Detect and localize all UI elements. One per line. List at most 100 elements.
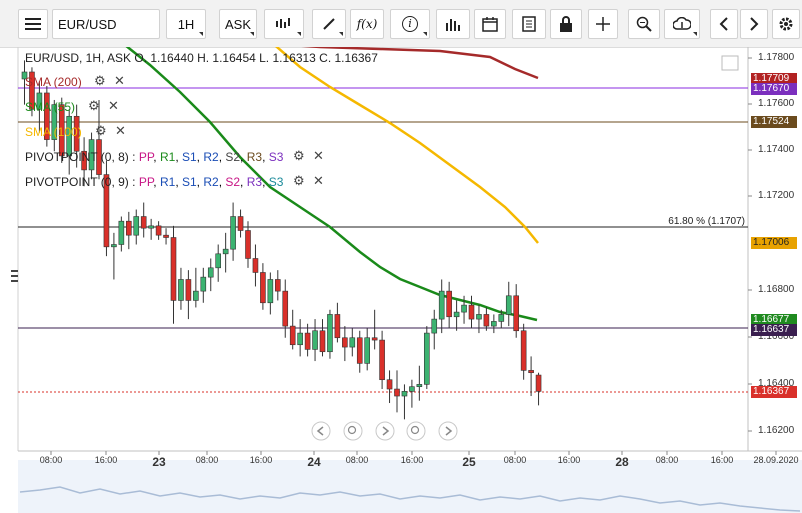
candle [267, 272, 274, 315]
gear-icon[interactable]: ⚙ [293, 148, 305, 163]
candle [140, 202, 147, 238]
panel-resize-handle[interactable] [11, 270, 18, 284]
volume-button[interactable] [436, 9, 470, 39]
candle [446, 281, 452, 329]
candlestick-icon [276, 18, 290, 28]
candle [423, 326, 430, 390]
price-axis-label: 1.16800 [758, 284, 795, 295]
zoom-button[interactable] [628, 9, 660, 39]
zoom-in-button[interactable] [406, 421, 426, 441]
cloud-upload-button[interactable] [664, 9, 700, 39]
candle [334, 302, 341, 343]
gear-icon[interactable]: ⚙ [94, 73, 106, 88]
scroll-left-button[interactable] [710, 9, 738, 39]
candle [379, 330, 385, 390]
candle-body [51, 104, 58, 140]
candle-body [334, 314, 341, 339]
close-icon[interactable]: ✕ [108, 98, 119, 113]
gear-icon[interactable]: ⚙ [88, 98, 100, 113]
candle [513, 284, 520, 338]
candle [96, 99, 102, 180]
time-axis-label: 08:00 [655, 455, 679, 465]
ohlc-info: EUR/USD, 1H, ASK O. 1.16440 H. 1.16454 L… [25, 51, 378, 65]
candle-body [304, 332, 311, 350]
candle-body [58, 104, 65, 157]
price-chart[interactable]: 61.80 % (1.1707) [0, 47, 802, 513]
dropdown-caret-icon [693, 32, 697, 36]
price-tag: 1.17524 [751, 116, 797, 128]
candle [163, 228, 169, 245]
candle [260, 263, 266, 310]
chevron-right-icon [445, 426, 453, 436]
info-button[interactable]: i [390, 9, 430, 39]
candle [126, 211, 132, 250]
candle [230, 202, 236, 261]
candle [103, 160, 110, 257]
close-icon[interactable]: ✕ [313, 173, 324, 188]
dropdown-caret-icon [339, 32, 343, 36]
nav-back-button[interactable] [311, 421, 331, 441]
candle [371, 309, 378, 350]
chart-area[interactable]: 61.80 % (1.1707) EUR/USD, 1H, ASK O. 1. [0, 47, 802, 513]
candle-body [126, 220, 132, 236]
candle-body [21, 71, 28, 80]
price-axis-label: 1.17200 [758, 190, 795, 201]
timeframe-button[interactable]: 1H [166, 9, 206, 39]
drawing-tool-button[interactable] [312, 9, 346, 39]
crosshair-button[interactable] [588, 9, 618, 39]
candle [245, 221, 251, 268]
gear-icon[interactable]: ⚙ [293, 173, 305, 188]
chart-type-button[interactable] [264, 9, 304, 39]
price-axis-label: 1.16400 [758, 378, 795, 389]
toolbar: EUR/USD 1H ASK f(x) i [0, 0, 802, 48]
indicators-button[interactable]: f(x) [350, 9, 384, 39]
pivot-r1: R1 [159, 175, 176, 189]
candle-body [260, 272, 266, 304]
candle-body [379, 339, 385, 381]
candle-body [36, 92, 43, 110]
gear-icon[interactable]: ⚙ [95, 123, 107, 138]
pivot-r2: R2 [203, 175, 219, 189]
symbol-selector[interactable]: EUR/USD [52, 9, 160, 39]
candle-body [252, 258, 259, 273]
sma-200-label: SMA (200) [25, 75, 82, 89]
cloud-upload-icon [673, 17, 691, 30]
candle [215, 244, 221, 282]
time-axis-label: 16:00 [710, 455, 734, 465]
candle [252, 244, 259, 287]
close-icon[interactable]: ✕ [115, 123, 126, 138]
candle-body [528, 370, 534, 374]
lock-button[interactable] [550, 9, 582, 39]
candle [200, 267, 207, 303]
magnifier-icon [636, 16, 652, 32]
price-axis-label: 1.17600 [758, 98, 795, 109]
scroll-right-button[interactable] [740, 9, 768, 39]
candle [394, 370, 400, 413]
candle-body [520, 330, 527, 371]
menu-button[interactable] [18, 9, 48, 39]
pivot-pp: PP [138, 175, 154, 189]
symbol-label: EUR/USD [58, 16, 117, 32]
nav-forward-button[interactable] [438, 421, 458, 441]
candle-body [200, 276, 207, 292]
price-type-button[interactable]: ASK [219, 9, 257, 39]
navigator-panel[interactable] [18, 460, 802, 513]
candle-body [178, 279, 184, 301]
candle-body [103, 174, 110, 248]
candle-body [44, 92, 50, 140]
candle [505, 281, 512, 327]
calendar-button[interactable] [474, 9, 506, 39]
notes-button[interactable] [512, 9, 546, 39]
candle-body [401, 391, 408, 397]
pivot-r3: R3 [246, 150, 263, 164]
pivot-s3: S3 [268, 175, 284, 189]
maximize-icon[interactable] [721, 55, 739, 71]
close-icon[interactable]: ✕ [313, 148, 324, 163]
price-axis-label: 1.16200 [758, 425, 795, 436]
reset-view-button[interactable] [375, 421, 395, 441]
candle-body [356, 337, 363, 364]
zoom-out-button[interactable] [343, 421, 363, 441]
time-axis-label: 16:00 [249, 455, 273, 465]
close-icon[interactable]: ✕ [114, 73, 125, 88]
settings-button[interactable] [772, 9, 800, 39]
